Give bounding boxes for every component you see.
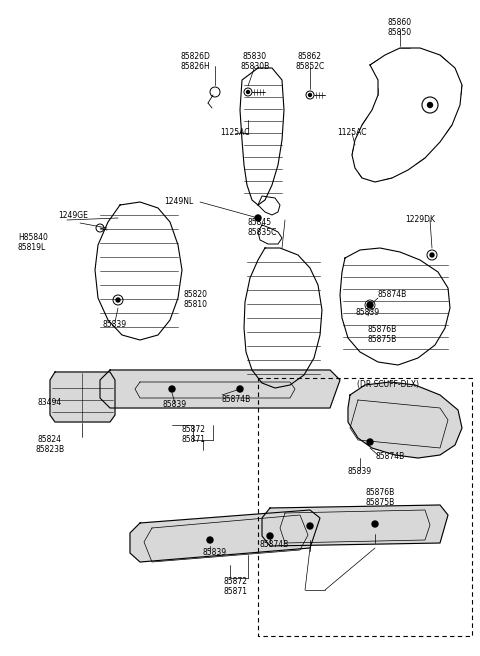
- Polygon shape: [262, 505, 448, 546]
- Text: 85874B: 85874B: [376, 452, 405, 461]
- Circle shape: [367, 439, 373, 445]
- Text: 85839: 85839: [355, 308, 379, 317]
- Text: 1125AC: 1125AC: [220, 128, 250, 137]
- Text: 85824
85823B: 85824 85823B: [36, 435, 65, 455]
- Circle shape: [169, 386, 175, 392]
- Text: 1249GE: 1249GE: [58, 211, 88, 220]
- Text: 85876B
85875B: 85876B 85875B: [366, 488, 395, 507]
- Text: 85876B
85875B: 85876B 85875B: [368, 325, 397, 344]
- Polygon shape: [130, 510, 320, 562]
- Text: 85872
85871: 85872 85871: [181, 425, 205, 444]
- Circle shape: [116, 298, 120, 302]
- Text: 85860
85850: 85860 85850: [388, 18, 412, 37]
- Polygon shape: [50, 372, 115, 422]
- Text: 85826D
85826H: 85826D 85826H: [180, 52, 210, 72]
- Text: 85839: 85839: [348, 467, 372, 476]
- Circle shape: [428, 102, 432, 108]
- Circle shape: [237, 386, 243, 392]
- Text: (DR SCUFF-DLX): (DR SCUFF-DLX): [357, 380, 419, 389]
- Polygon shape: [348, 382, 462, 458]
- Text: 85839: 85839: [163, 400, 187, 409]
- Circle shape: [367, 302, 373, 308]
- Text: 1229DK: 1229DK: [405, 215, 435, 224]
- Text: 85830
85830B: 85830 85830B: [240, 52, 270, 72]
- Circle shape: [207, 537, 213, 543]
- Text: 85874B: 85874B: [260, 540, 289, 549]
- Text: 83494: 83494: [38, 398, 62, 407]
- Text: 85862
85852C: 85862 85852C: [295, 52, 324, 72]
- Text: 85820
85810: 85820 85810: [183, 290, 207, 310]
- Circle shape: [267, 533, 273, 539]
- Text: 85874B: 85874B: [222, 395, 251, 404]
- Circle shape: [255, 215, 261, 221]
- Text: 85839: 85839: [103, 320, 127, 329]
- Text: H85840
85819L: H85840 85819L: [18, 233, 48, 253]
- Text: 1125AC: 1125AC: [337, 128, 367, 137]
- Circle shape: [430, 253, 434, 257]
- Circle shape: [307, 523, 313, 529]
- Text: 85874B: 85874B: [378, 290, 407, 299]
- Circle shape: [372, 521, 378, 527]
- Text: 85872
85871: 85872 85871: [223, 577, 247, 596]
- Text: 1249NL: 1249NL: [164, 197, 193, 205]
- Circle shape: [309, 94, 312, 96]
- Text: 85839: 85839: [203, 548, 227, 557]
- Circle shape: [247, 91, 250, 94]
- Polygon shape: [100, 370, 340, 408]
- Text: 85845
85835C: 85845 85835C: [248, 218, 277, 237]
